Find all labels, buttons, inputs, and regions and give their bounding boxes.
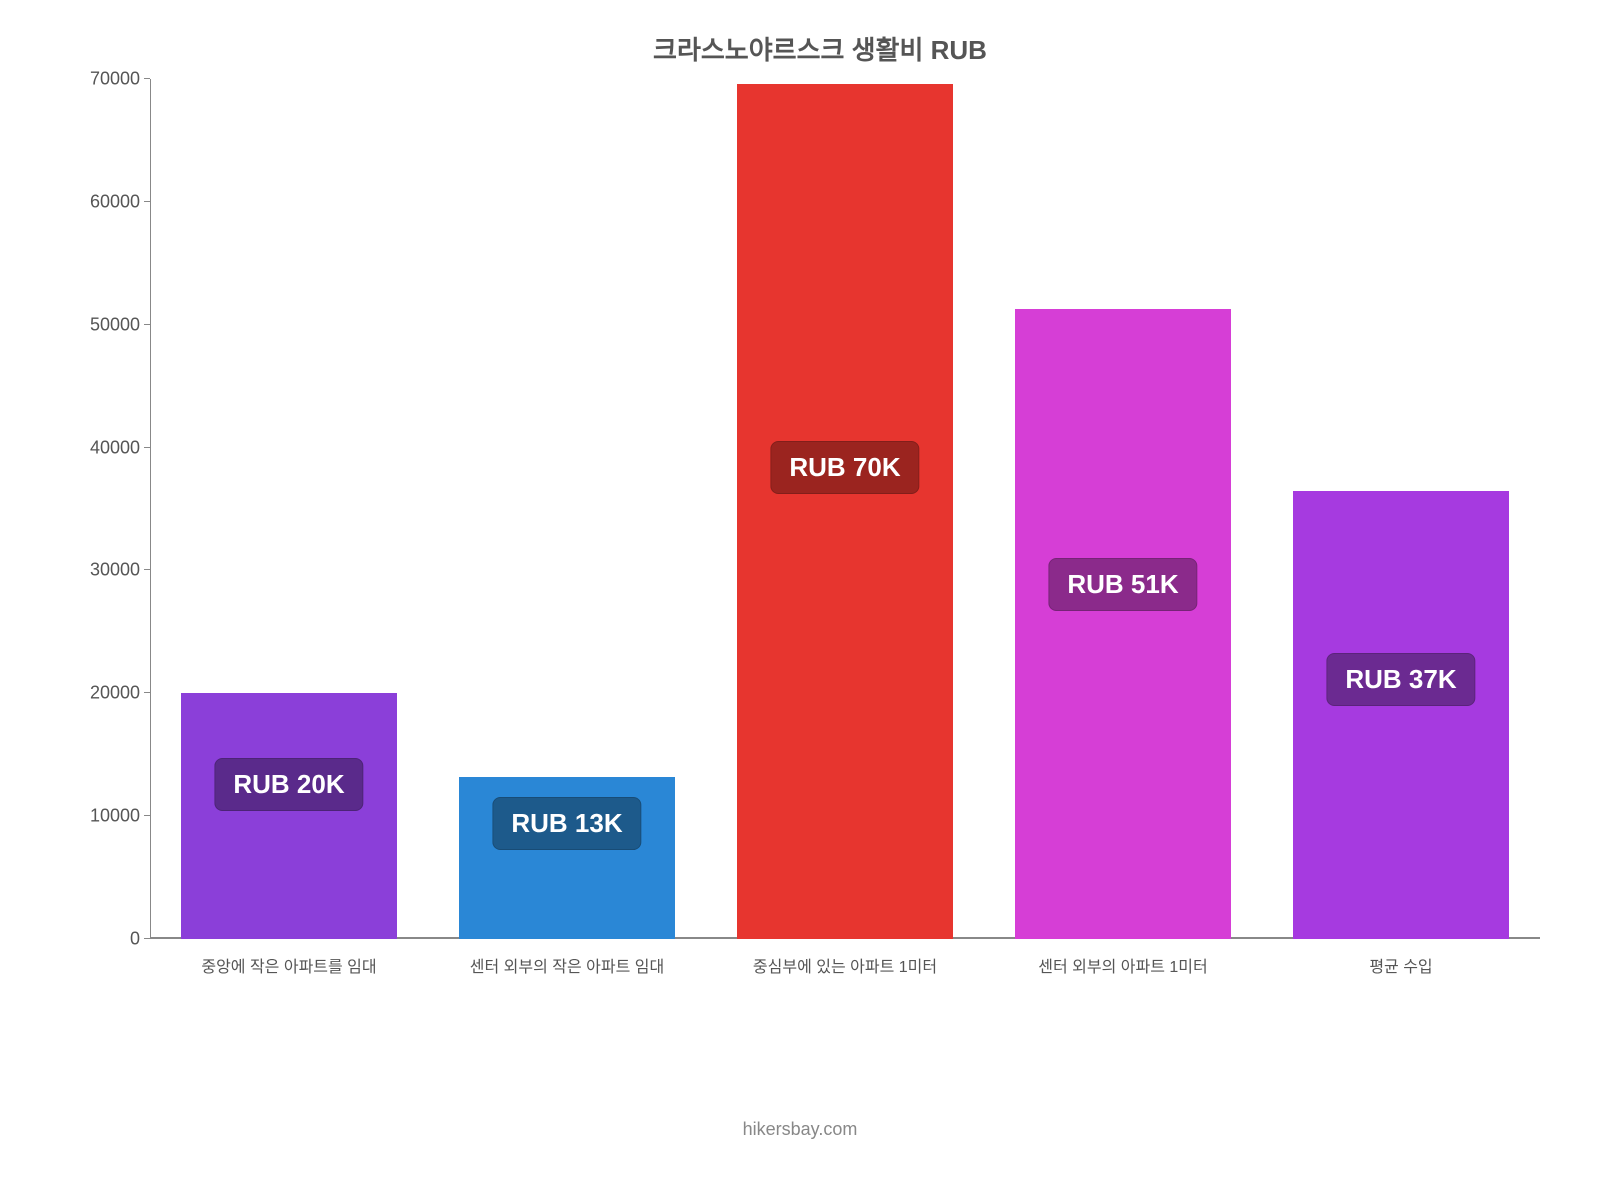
y-tick-label: 10000 — [90, 806, 150, 827]
y-tick-label: 40000 — [90, 437, 150, 458]
x-labels-row: 중앙에 작은 아파트를 임대센터 외부의 작은 아파트 임대중심부에 있는 아파… — [150, 953, 1540, 977]
x-axis-label: 평균 수입 — [1262, 953, 1540, 977]
bar: RUB 13K — [459, 777, 676, 939]
x-axis-label: 중앙에 작은 아파트를 임대 — [150, 953, 428, 977]
bar: RUB 51K — [1015, 309, 1232, 939]
attribution: hikersbay.com — [0, 1119, 1600, 1140]
chart-container: 크라스노야르스크 생활비 RUB RUB 20KRUB 13KRUB 70KRU… — [80, 30, 1560, 1050]
bar-slot: RUB 13K — [428, 79, 706, 939]
y-tick-mark — [144, 324, 150, 325]
y-tick-label: 20000 — [90, 683, 150, 704]
y-tick-mark — [144, 569, 150, 570]
bar: RUB 37K — [1293, 491, 1510, 939]
y-tick-label: 70000 — [90, 69, 150, 90]
y-tick-mark — [144, 447, 150, 448]
bar: RUB 20K — [181, 693, 398, 939]
bar-value-badge: RUB 20K — [214, 758, 363, 811]
bar-slot: RUB 37K — [1262, 79, 1540, 939]
y-tick-label: 30000 — [90, 560, 150, 581]
bar-slot: RUB 70K — [706, 79, 984, 939]
y-tick-mark — [144, 201, 150, 202]
x-axis-label: 센터 외부의 아파트 1미터 — [984, 953, 1262, 977]
y-tick-label: 0 — [130, 929, 150, 950]
bar-value-badge: RUB 13K — [492, 797, 641, 850]
y-tick-mark — [144, 692, 150, 693]
bar-slot: RUB 51K — [984, 79, 1262, 939]
plot-area: RUB 20KRUB 13KRUB 70KRUB 51KRUB 37K 0100… — [150, 79, 1540, 939]
bar-value-badge: RUB 51K — [1048, 558, 1197, 611]
x-axis-label: 센터 외부의 작은 아파트 임대 — [428, 953, 706, 977]
chart-title: 크라스노야르스크 생활비 RUB — [80, 30, 1560, 67]
bars-row: RUB 20K RUB 13K RUB 70K RUB 51K RUB 37K — [150, 79, 1540, 939]
y-tick-label: 60000 — [90, 191, 150, 212]
y-tick-mark — [144, 78, 150, 79]
x-axis-label: 중심부에 있는 아파트 1미터 — [706, 953, 984, 977]
bar-value-badge: RUB 70K — [770, 441, 919, 494]
bar-value-badge: RUB 37K — [1326, 653, 1475, 706]
y-tick-mark — [144, 815, 150, 816]
bar-slot: RUB 20K — [150, 79, 428, 939]
y-tick-mark — [144, 938, 150, 939]
y-tick-label: 50000 — [90, 314, 150, 335]
bar: RUB 70K — [737, 84, 954, 939]
